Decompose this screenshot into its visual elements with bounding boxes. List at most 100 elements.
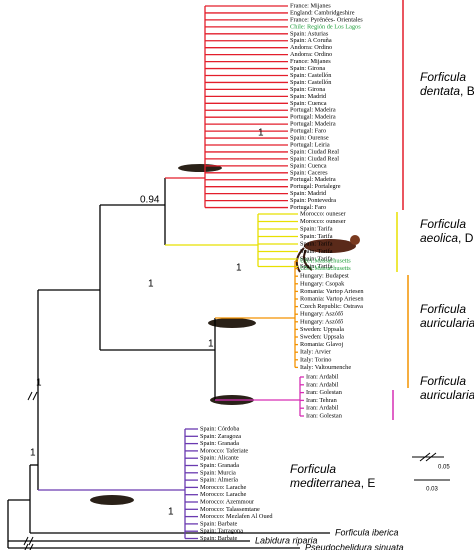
support-value: 1 (208, 339, 214, 350)
earwig (208, 318, 256, 328)
leaf-label: Iran: Ardabil (306, 381, 339, 388)
branch-break (24, 543, 34, 550)
genus: Forficula (420, 302, 466, 316)
branch-break (27, 391, 38, 401)
species: mediterranea (290, 476, 361, 490)
leaf-label: Iran: Ardabil (306, 373, 339, 380)
leaf-label: Spain: Tarifa (300, 263, 333, 270)
leaf-label: Portugal: Madeira (290, 176, 336, 183)
scale-label: 0.05 (438, 465, 450, 471)
leaf-label: Spain: Girona (290, 65, 325, 72)
outgroup-label: Labidura riparia (255, 535, 318, 545)
leaf-label: Hungary: Aszófő (300, 311, 343, 318)
scale-label: 0.03 (426, 487, 438, 493)
leaf-label: Spain: Castellón (290, 79, 332, 86)
leaf-label: Portugal: Madeira (290, 107, 336, 114)
leaf-label: Spain: Zaragoza (200, 433, 241, 440)
support-value: 1 (36, 378, 42, 389)
genus: Forficula (420, 70, 466, 84)
leaf-label: Spain: Castellón (290, 72, 332, 79)
leaf-label: Spain: Alicante (200, 455, 239, 462)
leaf-label: Portugal: Faro (290, 204, 326, 211)
support-value: 1 (30, 448, 36, 459)
earwig-illustrations (90, 164, 360, 505)
scale-bar: 0.05 0.03 (412, 452, 450, 493)
clade-letter: , E (361, 476, 376, 490)
leaf-label: Spain: Tarifa (300, 240, 333, 247)
leaf-label: Spain: Tarifa (300, 225, 333, 232)
leaf-label: Spain: Tarifa (300, 255, 333, 262)
leaf-label: Andorra: Ordino (290, 51, 332, 58)
leaf-label: Iran: Golestan (306, 389, 343, 396)
leaf-label: Italy: Torino (300, 356, 331, 363)
leaf-label: Spain: Madrid (290, 93, 327, 100)
leaf-label: Spain: Madrid (290, 190, 327, 197)
leaf-label: Portugal: Leiria (290, 141, 330, 148)
leaf-label: Iran: Golestan (306, 412, 343, 419)
genus: Forficula (290, 462, 336, 476)
leaf-label: Spain: Barbate (200, 535, 237, 542)
species: dentata (420, 84, 460, 98)
outgroup-label: Forficula iberica (335, 527, 399, 537)
support-value: 0.94 (140, 195, 160, 206)
leaf-label: Spain: Asturias (290, 30, 329, 37)
leaf-label: Italy: Arvier (300, 349, 332, 356)
leaf-label: Spain: Barbate (200, 520, 237, 527)
leaf-label: Iran: Tehran (306, 397, 338, 404)
leaf-label: France: Mijanes (290, 2, 331, 9)
leaf-label: Spain: Tarifa (300, 248, 333, 255)
leaf-label: Sweden: Uppsala (300, 333, 344, 340)
leaf-label: Spain: Girona (290, 86, 325, 93)
leaf-label: France: Pyrénées- Orientales (290, 16, 363, 23)
clade-name: Forficula dentata, B (420, 70, 474, 98)
leaf-label: Morocco: Mezlafen Al Oued (200, 513, 273, 520)
branch-break (23, 536, 34, 546)
leaf-label: Morocco: Azemmour (200, 498, 255, 505)
leaf-label: Chile: Región de Los Lagos (290, 23, 361, 30)
outgroup-label: Pseudochelidura sinuata (305, 542, 404, 550)
leaf-label: Sweden: Uppsala (300, 326, 344, 333)
leaf-label: Portugal: Portalegre (290, 183, 341, 190)
species: auricularia (420, 388, 474, 402)
support-value: 1 (236, 263, 242, 274)
leaf-label: Spain: Ourense (290, 135, 329, 142)
leaf-label: Morocco: Larache (200, 491, 247, 498)
species: aeolica (420, 231, 458, 245)
support-value: 1 (148, 279, 154, 290)
genus: Forficula (420, 217, 466, 231)
support-value: 1 (168, 507, 174, 518)
leaf-label: Morocco: Taferiate (200, 447, 248, 454)
leaf-label: Portugal: Madeira (290, 121, 336, 128)
leaf-label: Czech Republic: Ostrava (300, 303, 363, 310)
leaf-label: Spain: Pontevedra (290, 197, 336, 204)
clade-letter: , D (458, 231, 474, 245)
leaf-label: Spain: Murcia (200, 469, 236, 476)
leaf-label: Morocco: Larache (200, 484, 247, 491)
leaf-label: Spain: Caceres (290, 169, 328, 176)
leaf-label: USA:Massachusetts (300, 257, 351, 264)
leaf-label: Spain: Almería (200, 477, 238, 484)
leaf-label: Spain: Ciudad Real (290, 155, 339, 162)
leaf-label: Romania: Vartop Ariesen (300, 288, 364, 295)
scale-break (412, 452, 444, 462)
earwig (350, 235, 360, 245)
genus: Forficula (420, 374, 466, 388)
leaf-label: Romania: Vartop Ariesen (300, 295, 364, 302)
leaf-label: Hungary: Aszófő (300, 318, 343, 325)
earwig (295, 247, 313, 273)
leaf-label: Spain: Tarifa (300, 233, 333, 240)
leaf-label: Spain: Granada (200, 440, 239, 447)
leaf-label: Spain: Cuenca (290, 100, 327, 107)
leaf-label: Hungary: Budapest (300, 273, 349, 280)
leaf-label: Romania: Glavoj (300, 341, 343, 348)
leaf-label: USA:Massachusetts (300, 265, 351, 272)
clade-name: Forficula aeolica, D (420, 217, 474, 245)
leaf-label: Portugal: Madeira (290, 114, 336, 121)
clade-name: Forficula mediterranea, E (290, 462, 375, 490)
leaf-label: Morocco: Talassemtane (200, 506, 260, 513)
leaf-label: Iran: Ardabil (306, 405, 339, 412)
leaf-label: England: Cambridgeshire (290, 9, 355, 16)
